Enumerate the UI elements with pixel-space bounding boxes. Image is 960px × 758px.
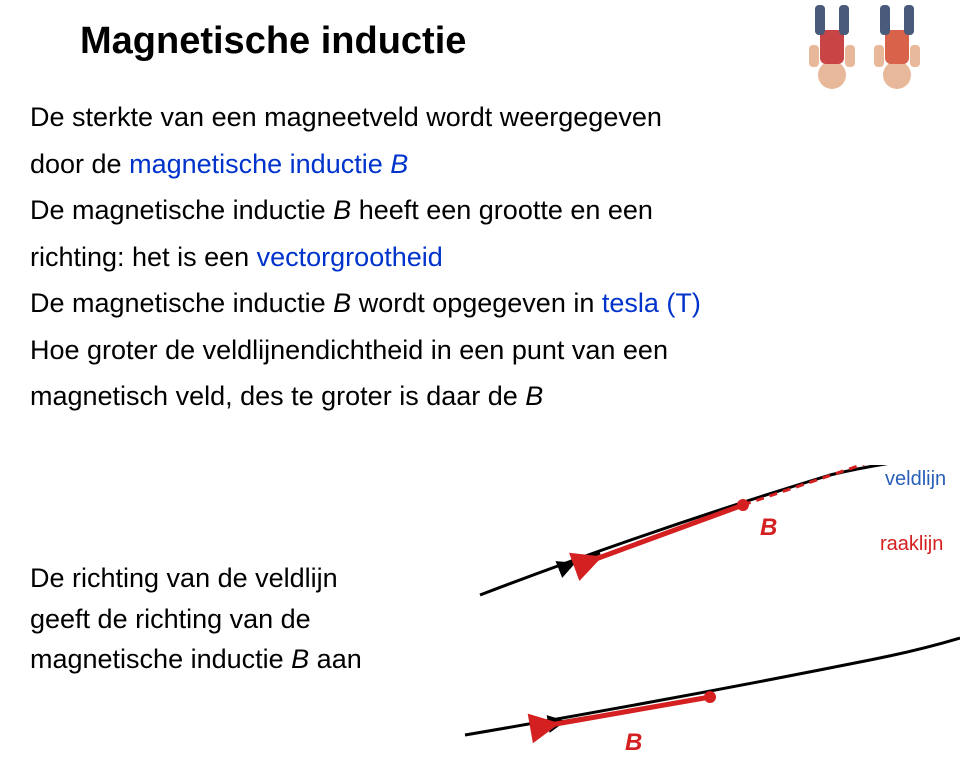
line-2b-blue: vectorgrootheid xyxy=(257,242,443,272)
line-3a-post: wordt opgegeven in xyxy=(351,288,602,318)
footnote: De richting van de veldlijn geeft de ric… xyxy=(30,558,450,680)
line-4b: magnetisch veld, des te groter is daar d… xyxy=(30,374,930,419)
line-3a-italic: B xyxy=(333,288,351,318)
line-2a-post: heeft een grootte en een xyxy=(351,195,653,225)
line-2a-pre: De magnetische inductie xyxy=(30,195,333,225)
svg-text:raaklijn: raaklijn xyxy=(880,533,943,555)
line-2a: De magnetische inductie B heeft een groo… xyxy=(30,188,930,233)
footnote-3: magnetische inductie B aan xyxy=(30,639,450,680)
footnote-3-post: aan xyxy=(309,644,362,674)
line-1b: door de magnetische inductie B xyxy=(30,142,930,187)
line-4b-italic: B xyxy=(525,381,543,411)
line-2b: richting: het is een vectorgrootheid xyxy=(30,235,930,280)
svg-text:veldlijn: veldlijn xyxy=(885,468,946,490)
line-1b-pre: door de xyxy=(30,149,129,179)
line-2a-italic: B xyxy=(333,195,351,225)
line-1a: De sterkte van een magneetveld wordt wee… xyxy=(30,95,930,140)
line-3a-blue: tesla (T) xyxy=(602,288,701,318)
line-1b-blue: magnetische inductie xyxy=(129,149,390,179)
footnote-2: geeft de richting van de xyxy=(30,599,450,640)
line-3a-pre: De magnetische inductie xyxy=(30,288,333,318)
line-1b-italic: B xyxy=(390,149,408,179)
footnote-1: De richting van de veldlijn xyxy=(30,558,450,599)
body-text: De sterkte van een magneetveld wordt wee… xyxy=(30,95,930,421)
corner-decoration-icon xyxy=(787,0,942,95)
page-title: Magnetische inductie xyxy=(80,20,466,63)
field-line-diagram: veldlijn raaklijn B B xyxy=(450,465,960,755)
svg-text:B: B xyxy=(625,729,642,755)
line-3a: De magnetische inductie B wordt opgegeve… xyxy=(30,281,930,326)
footnote-3-italic: B xyxy=(291,644,309,674)
svg-text:B: B xyxy=(760,514,777,541)
footnote-3-pre: magnetische inductie xyxy=(30,644,291,674)
line-4b-pre: magnetisch veld, des te groter is daar d… xyxy=(30,381,525,411)
line-2b-pre: richting: het is een xyxy=(30,242,257,272)
line-4a: Hoe groter de veldlijnendichtheid in een… xyxy=(30,328,930,373)
